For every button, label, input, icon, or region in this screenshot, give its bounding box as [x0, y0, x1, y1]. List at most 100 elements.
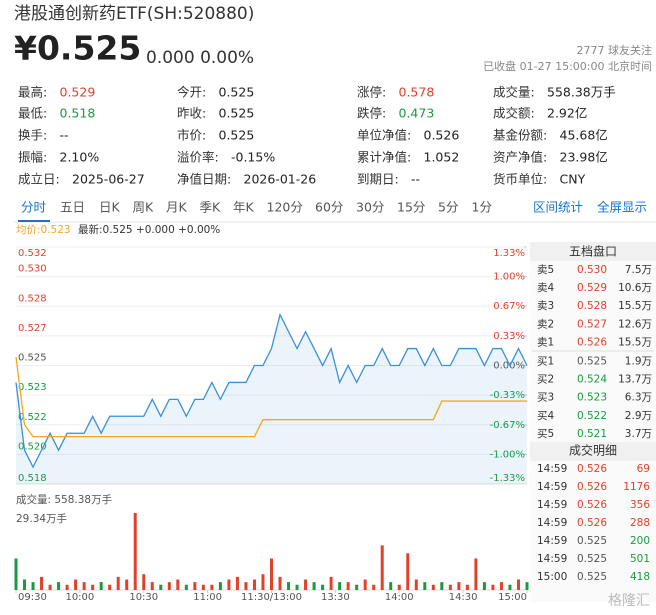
stat-label: 成立日: [18, 172, 60, 187]
volume-bar [40, 576, 44, 590]
volume-bar [14, 558, 18, 590]
stat-value: 558.38万手 [547, 85, 616, 100]
stat-value: 2026-01-26 [244, 172, 317, 187]
volume-bar [133, 513, 137, 590]
stat-value: 2.92亿 [547, 106, 587, 121]
book-level: 买5 [537, 428, 554, 440]
stat-label: 货币单位: [493, 172, 547, 187]
volume-bar [270, 558, 273, 590]
book-level: 卖2 [537, 318, 554, 330]
book-volume: 3.7万 [625, 428, 652, 440]
volume-bar [355, 584, 359, 590]
volume-bar [193, 582, 197, 590]
tab[interactable]: 月K [166, 200, 188, 215]
volume-bar [372, 584, 376, 590]
volume-bar [414, 579, 418, 590]
trade-time: 14:59 [537, 463, 567, 475]
volume-bar [65, 584, 69, 590]
book-volume: 15.5万 [618, 336, 652, 348]
book-price: 0.523 [577, 392, 607, 404]
tab[interactable]: 15分 [397, 200, 425, 215]
book-price: 0.522 [577, 410, 607, 422]
y-tick-label: 0.530 [18, 264, 47, 275]
volume-bar [176, 579, 180, 590]
volume-bar [167, 582, 171, 590]
status: 已收盘 01-27 15:00:00 北京时间 [483, 59, 652, 73]
volume-bar [295, 584, 299, 590]
book-price: 0.529 [577, 282, 607, 294]
stat-label: 最低: [18, 106, 47, 121]
tab[interactable]: 五日 [60, 200, 85, 215]
y2-tick-label: -0.33% [490, 390, 525, 401]
volume-bar [201, 584, 205, 590]
y-tick-label: 0.520 [18, 441, 47, 452]
tab[interactable]: 30分 [356, 200, 384, 215]
book-title: 五档盘口 [569, 244, 617, 259]
y-tick-label: 0.525 [18, 353, 47, 364]
trades-title: 成交明细 [569, 443, 617, 458]
y2-tick-label: -0.67% [490, 420, 525, 431]
avg-line [15, 356, 527, 438]
volume-bar [23, 579, 27, 590]
tab[interactable]: 60分 [315, 200, 343, 215]
x-tick-label: 14:00 [385, 592, 414, 603]
trade-volume: 501 [630, 553, 650, 565]
legend-latest: 最新:0.525 +0.000 +0.00% [78, 223, 220, 236]
y-tick-label: 0.518 [18, 473, 47, 484]
book-level: 卖5 [537, 264, 554, 276]
stat-label: 换手: [18, 128, 47, 143]
stat-value: 23.98亿 [560, 150, 608, 165]
stat-value: 0.578 [399, 85, 435, 100]
stat-label: 溢价率: [177, 150, 219, 165]
tab[interactable]: 日K [99, 200, 121, 215]
tab[interactable]: 周K [133, 200, 155, 215]
tab[interactable]: 季K [200, 200, 222, 215]
book-volume: 12.6万 [618, 318, 652, 330]
stat-label: 涨停: [357, 85, 386, 100]
price-line [15, 312, 528, 469]
volume-bar [338, 582, 342, 590]
volume-bar [321, 584, 325, 590]
volume-bar [210, 584, 214, 590]
stat-value: 0.525 [219, 128, 255, 143]
volume-bar [499, 582, 503, 590]
book-volume: 2.9万 [625, 410, 652, 422]
book-volume: 13.7万 [618, 374, 652, 386]
x-tick-label: 13:30 [321, 592, 350, 603]
trades-header [530, 442, 656, 461]
price-area [16, 314, 527, 484]
book-price: 0.521 [577, 428, 607, 440]
x-tick-label: 15:00 [498, 592, 527, 603]
y2-tick-label: 1.33% [493, 248, 525, 259]
stat-value: CNY [560, 172, 586, 187]
volume-bar [431, 584, 435, 590]
stat-label: 最高: [18, 85, 47, 100]
trade-time: 15:00 [537, 571, 567, 583]
y2-tick-label: 0.67% [493, 301, 525, 312]
book-volume: 15.5万 [618, 300, 652, 312]
tab[interactable]: 120分 [267, 200, 303, 215]
x-tick-label: 10:30 [129, 592, 158, 603]
volume-bar [482, 582, 486, 590]
watermark: 格隆汇 [608, 593, 650, 609]
volume-bar [244, 582, 248, 590]
tab[interactable]: 年K [233, 200, 255, 215]
tool[interactable]: 全屏显示 [597, 200, 647, 215]
volume-bar [423, 582, 427, 590]
legend-avg: 均价:0.523 [16, 224, 71, 236]
tab[interactable]: 分时 [21, 200, 47, 215]
tab[interactable]: 5分 [438, 200, 458, 215]
book-level: 卖1 [537, 336, 554, 348]
volume-bar [31, 582, 35, 590]
stat-label: 今开: [177, 85, 206, 100]
trade-time: 14:59 [537, 535, 567, 547]
volume-bar [235, 576, 239, 590]
stat-label: 振幅: [18, 150, 47, 165]
trade-price: 0.525 [577, 553, 607, 565]
tab[interactable]: 1分 [472, 200, 492, 215]
tool[interactable]: 区间统计 [533, 200, 583, 215]
volume-bar [252, 579, 256, 590]
stat-value: 0.525 [219, 85, 255, 100]
volume-bar [278, 576, 282, 590]
